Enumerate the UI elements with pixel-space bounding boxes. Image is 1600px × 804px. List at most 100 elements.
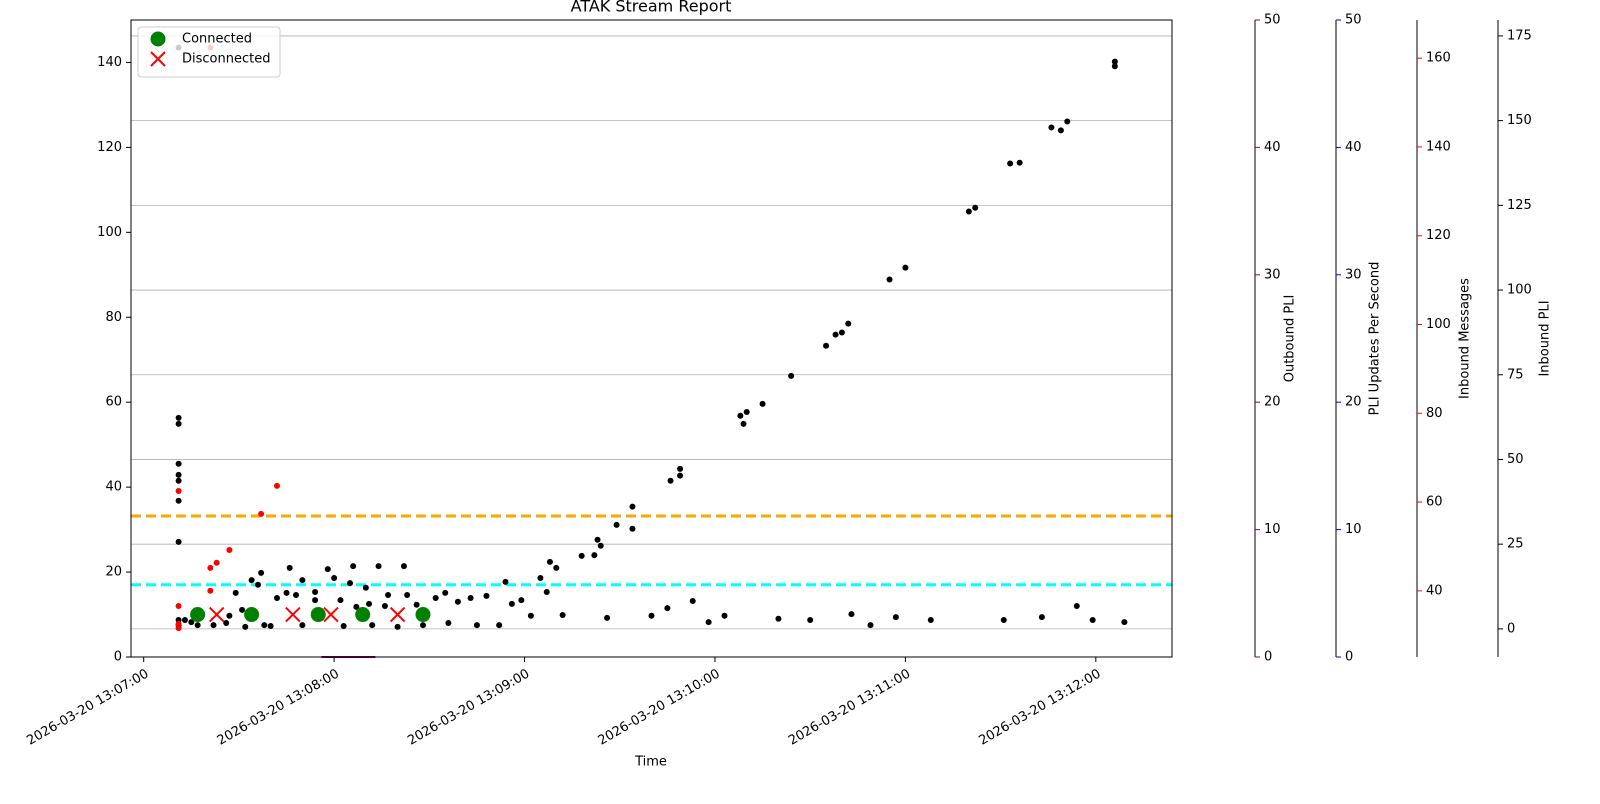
legend-marker — [150, 51, 166, 67]
data-point — [248, 577, 255, 584]
data-point — [1000, 617, 1007, 624]
data-point — [226, 612, 233, 619]
data-point — [1111, 58, 1118, 65]
data-point — [1038, 614, 1045, 621]
data-point — [366, 600, 373, 607]
right-tick-label: 10 — [1345, 522, 1362, 537]
data-point — [496, 622, 503, 629]
data-point — [175, 538, 182, 545]
data-point — [483, 592, 490, 599]
chart-title: ATAK Stream Report — [571, 0, 732, 16]
data-point — [689, 597, 696, 604]
data-point — [442, 589, 449, 596]
data-point — [721, 612, 728, 619]
data-point — [445, 620, 452, 627]
data-point — [502, 578, 509, 585]
data-point — [226, 546, 233, 553]
data-point — [223, 620, 230, 627]
x-tick-label: 2026-03-20 13:11:00 — [786, 667, 913, 749]
x-tick-label: 2026-03-20 13:09:00 — [405, 667, 532, 749]
data-point — [578, 552, 585, 559]
data-point — [664, 605, 671, 612]
disconnected-marker — [208, 606, 225, 623]
right-axis-label: PLI Updates Per Second — [1368, 262, 1383, 416]
data-point — [299, 622, 306, 629]
data-point — [299, 577, 306, 584]
data-point — [886, 276, 893, 283]
data-point — [337, 597, 344, 604]
data-point — [353, 603, 360, 610]
right-tick-label: 120 — [1426, 228, 1451, 243]
data-point — [867, 622, 874, 629]
data-point — [346, 580, 353, 587]
data-point — [175, 471, 182, 478]
connected-marker — [310, 607, 326, 623]
y-tick-label: 100 — [97, 225, 122, 240]
data-point — [823, 342, 830, 349]
data-point — [1089, 617, 1096, 624]
x-tick-label: 2026-03-20 13:08:00 — [215, 667, 342, 749]
y-tick-label: 120 — [97, 140, 122, 155]
x-axis-label: Time — [634, 755, 667, 770]
right-tick-label: 125 — [1507, 198, 1532, 213]
right-tick-label: 10 — [1264, 522, 1281, 537]
data-point — [312, 589, 319, 596]
right-tick-label: 30 — [1345, 267, 1362, 282]
data-point — [613, 521, 620, 528]
data-point — [404, 591, 411, 598]
right-tick-label: 100 — [1507, 283, 1532, 298]
data-point — [175, 477, 182, 484]
plot-frame — [130, 19, 1173, 658]
data-point — [258, 510, 265, 517]
data-point — [927, 617, 934, 624]
right-tick-label: 75 — [1507, 367, 1524, 382]
right-tick-label: 50 — [1345, 13, 1362, 28]
y-tick-label: 0 — [114, 650, 122, 665]
data-point — [788, 372, 795, 379]
data-point — [400, 563, 407, 570]
data-point — [553, 564, 560, 571]
disconnected-marker — [323, 606, 339, 623]
legend-label: Disconnected — [182, 52, 270, 67]
data-point — [1057, 127, 1064, 134]
connected-marker — [190, 607, 206, 623]
right-axis-label: Outbound PLI — [1283, 295, 1298, 383]
right-tick-label: 50 — [1507, 452, 1524, 467]
data-point — [432, 594, 439, 601]
data-point — [413, 601, 420, 608]
data-point — [775, 615, 782, 622]
data-point — [1121, 619, 1128, 626]
right-tick-label: 100 — [1426, 317, 1451, 332]
data-point — [508, 600, 515, 607]
data-point — [743, 408, 750, 415]
right-axis-label: Inbound PLI — [1538, 300, 1553, 376]
data-point — [254, 581, 261, 588]
connected-marker — [415, 607, 431, 623]
right-tick-label: 40 — [1264, 140, 1281, 155]
right-axis-label: Inbound Messages — [1458, 278, 1473, 399]
data-point — [629, 503, 636, 510]
data-point — [273, 594, 280, 601]
data-point — [324, 566, 331, 573]
data-point — [273, 482, 280, 489]
data-point — [546, 558, 553, 565]
right-tick-label: 175 — [1507, 28, 1532, 43]
data-point — [331, 575, 338, 582]
data-point — [527, 612, 534, 619]
data-point — [1007, 160, 1014, 167]
data-point — [286, 564, 293, 571]
disconnected-marker — [285, 606, 301, 623]
data-point — [965, 208, 972, 215]
right-tick-label: 40 — [1345, 140, 1362, 155]
right-tick-label: 0 — [1264, 650, 1272, 665]
data-point — [394, 623, 401, 630]
data-point — [175, 414, 182, 421]
data-point — [175, 487, 182, 494]
legend-marker — [150, 31, 166, 47]
data-point — [175, 625, 182, 632]
data-point — [1111, 63, 1118, 70]
y-tick-label: 80 — [105, 310, 122, 325]
data-point — [242, 623, 249, 630]
data-point — [175, 620, 182, 627]
legend-label: Connected — [182, 32, 252, 47]
